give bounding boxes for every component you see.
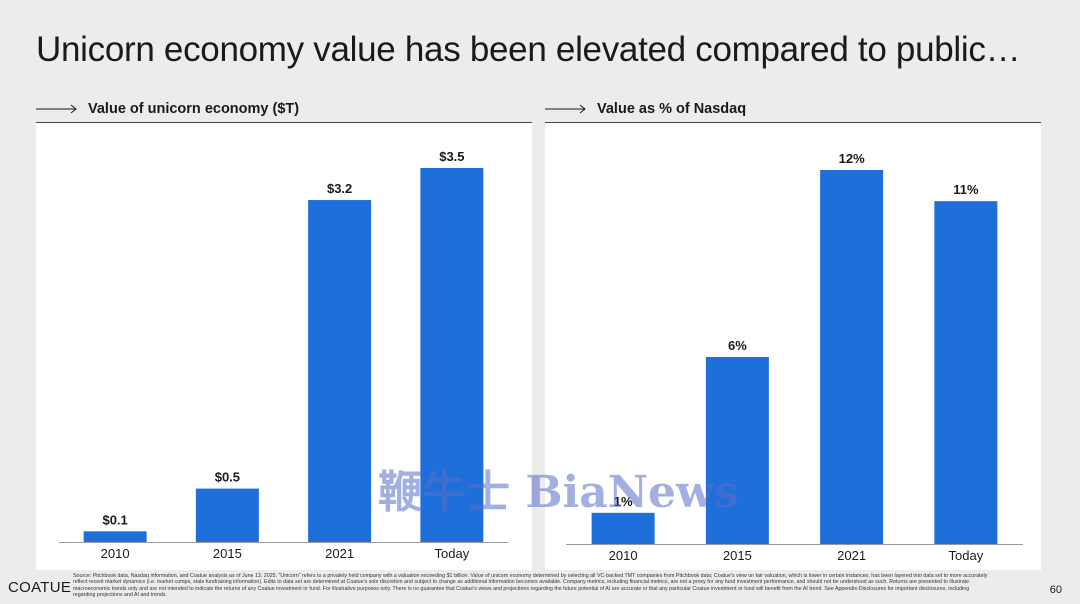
- right-chart-header: Value as % of Nasdaq: [545, 96, 1041, 123]
- unicorn-value-category-label-2021: 2021: [325, 546, 354, 561]
- nasdaq-share-value-label-2010: 1%: [614, 494, 633, 509]
- nasdaq-share-value-label-today: 11%: [953, 182, 979, 197]
- nasdaq-share-bar-2015: [705, 357, 769, 544]
- unicorn-value-value-label-2015: $0.5: [215, 470, 240, 485]
- unicorn-value-value-label-today: $3.5: [439, 149, 464, 164]
- unicorn-value-chart-svg: $0.1 2010 $0.5 2015 $3.2 2021 $3.5 Today: [59, 149, 508, 561]
- source-footnote: Source: Pitchbook data, Nasdaq informati…: [73, 573, 988, 599]
- nasdaq-share-value-label-2015: 6%: [728, 338, 747, 353]
- unicorn-value-category-label-today: Today: [435, 546, 470, 561]
- nasdaq-share-bar-today: [934, 201, 998, 544]
- right-chart-title: Value as % of Nasdaq: [597, 101, 747, 117]
- page-number: 60: [1049, 584, 1062, 596]
- unicorn-value-bar-2021: [308, 200, 372, 543]
- unicorn-value-bar-2015: [195, 488, 259, 542]
- unicorn-value-value-label-2021: $3.2: [327, 181, 352, 196]
- nasdaq-share-chart: 1% 2010 6% 2015 12% 2021 11% Today: [545, 123, 1041, 570]
- coatue-logo: COATUE: [8, 579, 72, 596]
- nasdaq-share-category-label-today: Today: [949, 548, 984, 563]
- nasdaq-share-bar-2010: [591, 512, 655, 544]
- nasdaq-share-category-label-2021: 2021: [837, 548, 866, 563]
- slide-title: Unicorn economy value has been elevated …: [36, 30, 1021, 69]
- nasdaq-share-bar-2021: [820, 170, 884, 544]
- unicorn-value-bar-2010: [83, 531, 147, 542]
- unicorn-value-category-label-2015: 2015: [213, 546, 242, 561]
- unicorn-value-value-label-2010: $0.1: [102, 512, 127, 527]
- nasdaq-share-category-label-2015: 2015: [723, 548, 752, 563]
- nasdaq-share-chart-svg: 1% 2010 6% 2015 12% 2021 11% Today: [566, 151, 1023, 563]
- left-chart-header: Value of unicorn economy ($T): [36, 96, 532, 123]
- unicorn-value-bar-today: [420, 168, 484, 542]
- unicorn-value-chart: $0.1 2010 $0.5 2015 $3.2 2021 $3.5 Today: [36, 123, 532, 570]
- arrow-right-icon: [545, 104, 586, 114]
- nasdaq-share-category-label-2010: 2010: [609, 548, 638, 563]
- unicorn-value-category-label-2010: 2010: [101, 546, 130, 561]
- left-chart-title: Value of unicorn economy ($T): [88, 101, 300, 117]
- nasdaq-share-value-label-2021: 12%: [839, 151, 865, 166]
- arrow-right-icon: [36, 104, 77, 114]
